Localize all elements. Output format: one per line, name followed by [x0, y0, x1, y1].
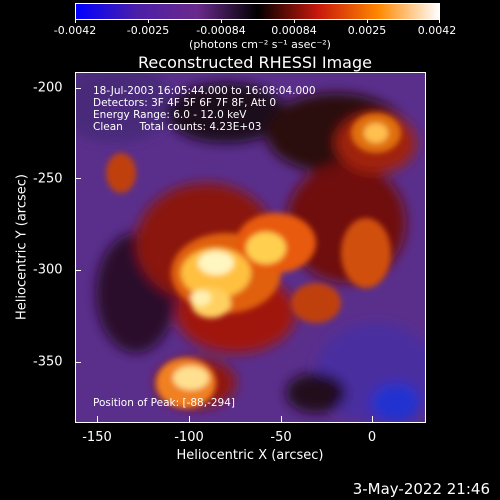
colorbar-tick-mark — [439, 19, 440, 23]
colorbar-tick-label: 0.00084 — [271, 24, 317, 37]
colorbar-units: (photons cm⁻² s⁻¹ asec⁻²) — [189, 38, 331, 51]
x-tick-label: 0 — [367, 430, 377, 445]
x-tick-mark — [281, 416, 282, 422]
peak-position: Position of Peak: [-88,-294] — [93, 397, 235, 409]
y-axis-label: Heliocentric Y (arcsec) — [14, 174, 30, 320]
y-tick-mark — [75, 88, 81, 89]
y-tick-mark — [75, 178, 81, 179]
info-detectors: Detectors: 3F 4F 5F 6F 7F 8F, Att 0 — [93, 97, 277, 109]
image-title: Reconstructed RHESSI Image — [138, 53, 372, 72]
colorbar-tick-label: -0.0042 — [53, 24, 97, 37]
x-tick-mark — [189, 416, 190, 422]
colorbar-tick-label: 0.0042 — [417, 24, 457, 37]
colorbar-tick-label: 0.0025 — [347, 24, 387, 37]
x-axis-label: Heliocentric X (arcsec) — [176, 448, 324, 463]
colorbar-tick-mark — [367, 19, 368, 23]
x-tick-mark — [97, 416, 98, 422]
x-tick-label: -100 — [174, 430, 204, 445]
y-tick-label: -250 — [33, 171, 63, 187]
reconstructed-image — [76, 73, 425, 422]
info-energy-range: Energy Range: 6.0 - 12.0 keV — [93, 109, 247, 121]
colorbar — [75, 3, 440, 20]
info-clean-counts: Clean Total counts: 4.23E+03 — [93, 121, 262, 133]
render-timestamp: 3-May-2022 21:46 — [352, 480, 490, 498]
y-tick-mark — [75, 270, 81, 271]
y-tick-label: -300 — [33, 262, 63, 278]
y-tick-mark — [75, 362, 81, 363]
rhessi-image — [75, 72, 426, 423]
x-tick-mark — [372, 416, 373, 422]
colorbar-tick-label: -0.00084 — [196, 24, 246, 37]
y-tick-label: -200 — [33, 80, 63, 96]
colorbar-tick-mark — [148, 19, 149, 23]
info-time-range: 18-Jul-2003 16:05:44.000 to 16:08:04.000 — [93, 85, 316, 97]
colorbar-tick-label: -0.0025 — [126, 24, 170, 37]
y-tick-label: -350 — [33, 354, 63, 370]
colorbar-tick-mark — [75, 19, 76, 23]
colorbar-tick-mark — [221, 19, 222, 23]
x-tick-label: -150 — [82, 430, 112, 445]
colorbar-tick-mark — [294, 19, 295, 23]
x-tick-label: -50 — [270, 430, 292, 445]
